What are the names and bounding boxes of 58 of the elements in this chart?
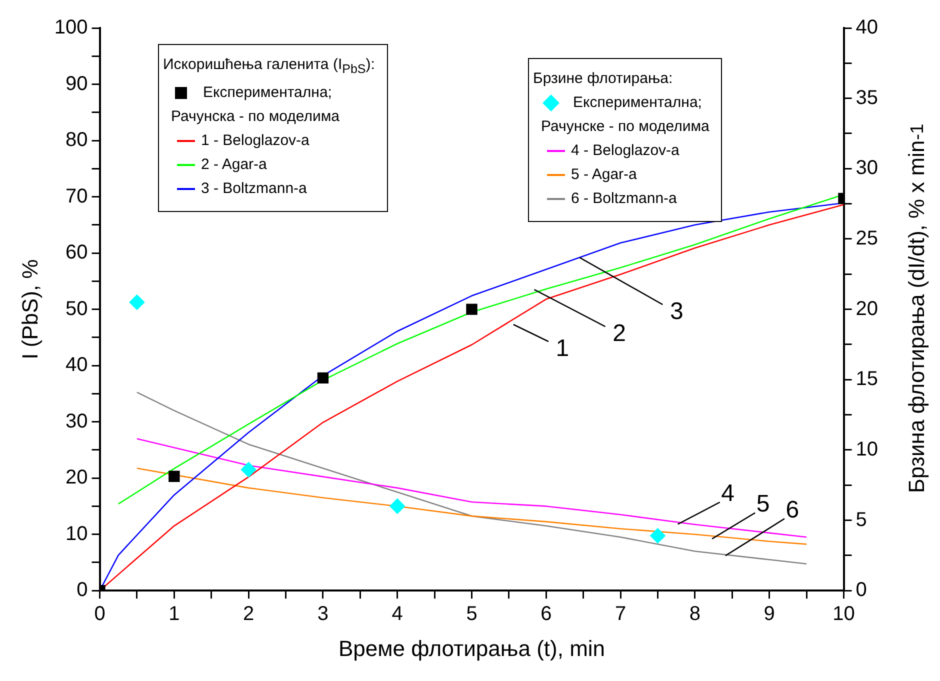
y2-tick-label: 25 (856, 227, 878, 250)
legend-label: 1 - Beloglazov-a (200, 131, 310, 151)
y2-tick-label: 35 (856, 86, 878, 109)
y-tick-label: 90 (66, 72, 88, 95)
annotation: 4 (721, 480, 735, 507)
y2-tick-label: 20 (856, 298, 878, 320)
x-tick-label: 1 (168, 603, 180, 626)
point (390, 498, 406, 514)
legend-label: Експериментална; (572, 93, 703, 113)
y-tick-label: 0 (76, 579, 88, 602)
y2-tick-label: 40 (856, 16, 878, 39)
y2-tick-label: 0 (856, 579, 867, 602)
x-tick-label: 5 (466, 603, 478, 626)
y-tick-label: 70 (66, 185, 88, 208)
legend-label: 3 - Boltzmann-a (200, 179, 308, 199)
annotation: 3 (670, 298, 684, 326)
y-tick-label: 30 (66, 410, 88, 432)
y-tick-label: 80 (66, 129, 88, 152)
y-tick-label: 10 (66, 522, 88, 545)
x-tick-label: 4 (392, 603, 403, 626)
y2-tick-label: 15 (856, 368, 878, 390)
x-axis-title: Време флотирања (t), min (338, 636, 606, 661)
legend-label: 4 - Beloglazov-a (570, 141, 680, 161)
x-tick-label: 3 (317, 603, 329, 626)
legend-label: 5 - Agar-a (570, 165, 638, 185)
y-tick-label: 40 (66, 354, 88, 376)
annotation: Искоришћења галенита (I$_{PbS}$): (163, 55, 375, 78)
y2-tick-label: 30 (856, 157, 878, 180)
annotation: 2 (612, 320, 626, 348)
y-tick-label: 100 (54, 16, 88, 39)
legend-label: 6 - Boltzmann-a (570, 189, 678, 209)
x-tick-label: 10 (832, 603, 855, 626)
annotation: 6 (786, 496, 800, 524)
y-tick-label: 20 (66, 466, 88, 489)
y-tick-label: 50 (66, 298, 88, 320)
point (240, 462, 256, 478)
point (466, 304, 478, 315)
y-axis-title: I (PbS), % (17, 259, 42, 360)
legend-label: 2 - Agar-a (200, 155, 268, 175)
annotation: 5 (756, 490, 770, 518)
annotation: Рачунска - по моделима (170, 107, 341, 127)
y2-tick-label: 10 (856, 438, 878, 460)
point (317, 372, 329, 384)
point (129, 294, 145, 310)
x-tick-label: 2 (243, 603, 254, 626)
legend-label: Експериментална; (202, 83, 333, 103)
x-tick-label: 7 (614, 603, 626, 626)
annotation: Брзине флотирања: (533, 69, 674, 89)
x-tick-label: 8 (689, 603, 701, 626)
y-tick-label: 60 (66, 242, 88, 264)
x-tick-label: 6 (540, 603, 552, 626)
point (168, 470, 180, 482)
annotation: Рачунске - по моделима (540, 117, 710, 137)
x-tick-label: 9 (764, 603, 775, 626)
y2-tick-label: 5 (856, 508, 867, 531)
x-tick-label: 0 (94, 603, 106, 626)
point (650, 528, 666, 544)
annotation: 1 (556, 335, 570, 362)
